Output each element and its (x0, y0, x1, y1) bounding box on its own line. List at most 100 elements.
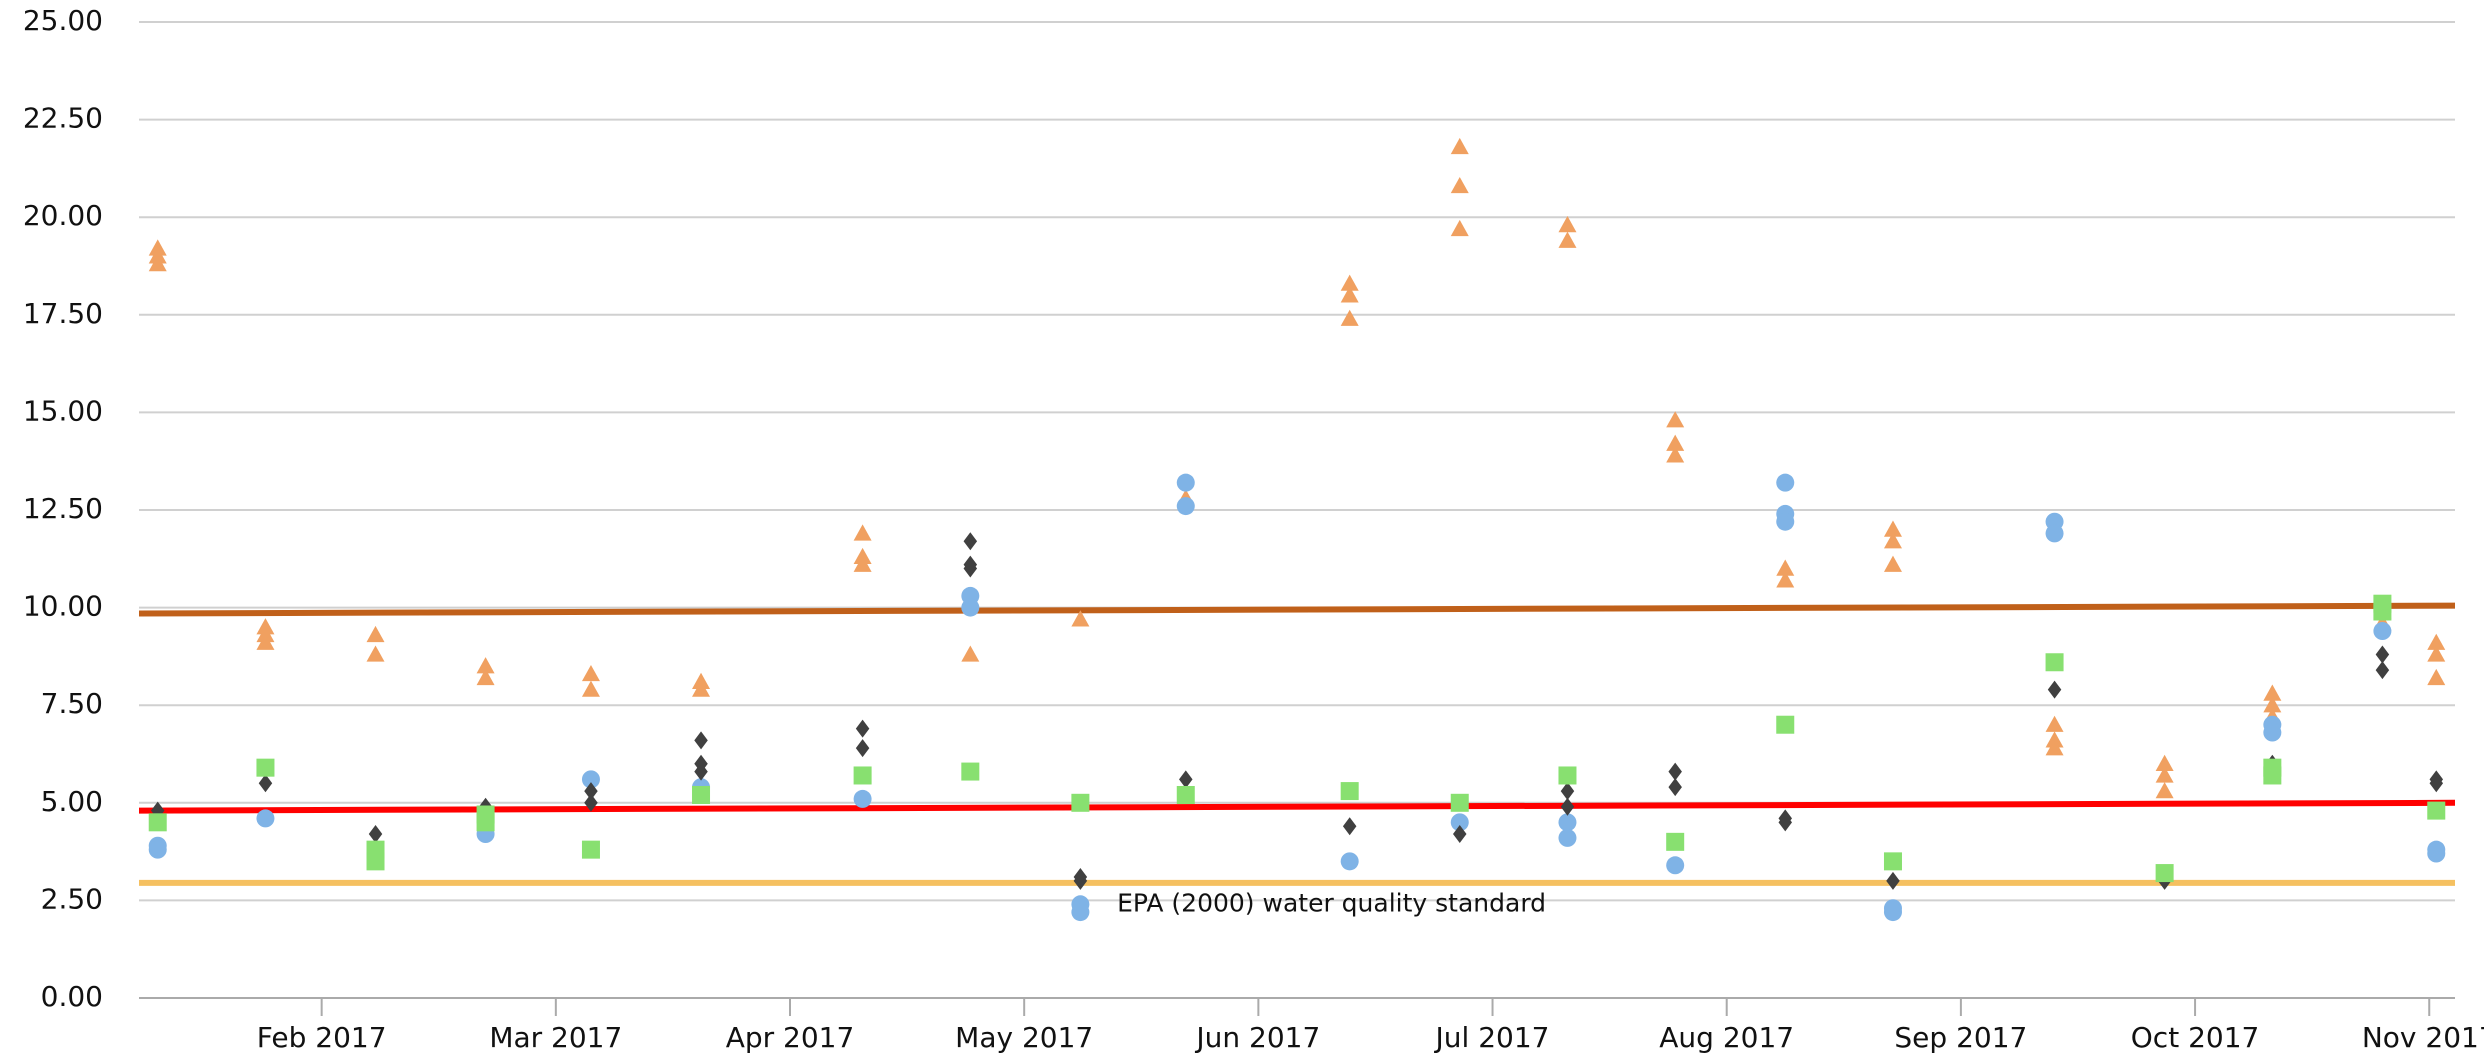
data-point (1666, 832, 1685, 851)
data-point (258, 774, 273, 793)
data-point (366, 645, 385, 662)
x-tick-label: Jun 2017 (1194, 1021, 1320, 1054)
data-point (2427, 801, 2446, 820)
data-point (1776, 559, 1795, 576)
data-point (2427, 844, 2446, 863)
data-point (2045, 524, 2064, 543)
data-point (1883, 532, 1902, 549)
data-point (1558, 216, 1577, 233)
y-tick-label: 17.50 (23, 297, 103, 330)
data-point (2427, 668, 2446, 686)
data-point (581, 770, 600, 789)
data-point (476, 668, 495, 686)
data-point (1778, 813, 1793, 832)
data-point (1450, 793, 1469, 812)
data-point (148, 813, 167, 832)
data-point (1340, 286, 1359, 303)
data-point (1666, 856, 1685, 875)
data-point (2429, 774, 2444, 793)
data-point (1666, 411, 1685, 428)
data-point (1073, 871, 1088, 890)
x-tick-label: Apr 2017 (726, 1021, 855, 1054)
data-point (148, 255, 167, 272)
data-point (1558, 766, 1577, 785)
data-point (853, 555, 872, 572)
data-point (366, 625, 385, 643)
x-tick-label: Aug 2017 (1659, 1021, 1794, 1054)
x-tick-label: May 2017 (955, 1021, 1093, 1054)
data-point (1776, 473, 1795, 492)
data-point (2263, 723, 2282, 742)
data-point (961, 645, 980, 662)
data-point (1450, 813, 1469, 832)
y-tick-label: 5.00 (41, 785, 103, 818)
data-point (584, 793, 598, 812)
data-point (2373, 602, 2392, 621)
data-point (2427, 645, 2446, 662)
data-point (2263, 766, 2282, 785)
data-point (1886, 871, 1900, 890)
data-point (855, 719, 870, 738)
data-point (2155, 782, 2174, 799)
data-point (1560, 797, 1575, 816)
data-point (2045, 653, 2064, 672)
data-point (853, 766, 872, 785)
data-point (1450, 137, 1469, 155)
data-point (963, 559, 978, 578)
data-point (1776, 512, 1795, 531)
data-point (1176, 785, 1195, 804)
data-point (1883, 903, 1902, 922)
data-point (2263, 684, 2282, 701)
data-point (1340, 274, 1359, 291)
data-point (961, 762, 980, 781)
data-point (581, 664, 600, 682)
data-point (692, 680, 711, 697)
data-point (2045, 715, 2064, 732)
y-tick-label: 25.00 (23, 4, 103, 37)
data-point (855, 739, 870, 758)
data-point (2263, 696, 2282, 713)
data-point (256, 758, 275, 777)
data-point (1883, 852, 1902, 871)
y-tick-label: 10.00 (23, 590, 103, 623)
y-tick-label: 22.50 (23, 102, 103, 135)
data-point (1176, 497, 1195, 516)
data-point (853, 524, 872, 541)
data-point (963, 532, 978, 551)
data-point (2045, 739, 2064, 756)
data-point (2373, 622, 2392, 641)
data-point (256, 633, 275, 650)
data-point (1071, 903, 1090, 922)
data-point (1558, 231, 1577, 248)
data-point (1666, 446, 1685, 463)
data-point (148, 840, 167, 859)
annotation: EPA (2000) water quality standard (1117, 888, 1546, 917)
data-point (1883, 520, 1902, 537)
data-point (2155, 754, 2174, 771)
y-tick-label: 12.50 (23, 492, 103, 525)
y-tick-label: 20.00 (23, 199, 103, 232)
data-point (476, 657, 495, 674)
data-point (692, 785, 711, 804)
reference-line (138, 799, 2456, 814)
data-point (2375, 661, 2390, 680)
data-point (1666, 434, 1685, 451)
data-point (1450, 219, 1469, 237)
x-tick-label: Nov 2017 (2362, 1021, 2484, 1054)
data-point (1776, 715, 1795, 734)
data-point (1453, 825, 1467, 844)
data-point (2155, 766, 2174, 783)
data-point (1071, 610, 1090, 627)
x-tick-label: Feb 2017 (257, 1021, 387, 1054)
data-point (368, 825, 383, 844)
data-point (1668, 762, 1682, 781)
data-point (1560, 782, 1575, 801)
data-point (1668, 778, 1682, 797)
data-point (694, 762, 708, 781)
data-point (2047, 680, 2062, 699)
data-point (581, 680, 600, 697)
data-point (694, 731, 708, 750)
data-point (961, 598, 980, 617)
data-point (2427, 633, 2446, 650)
